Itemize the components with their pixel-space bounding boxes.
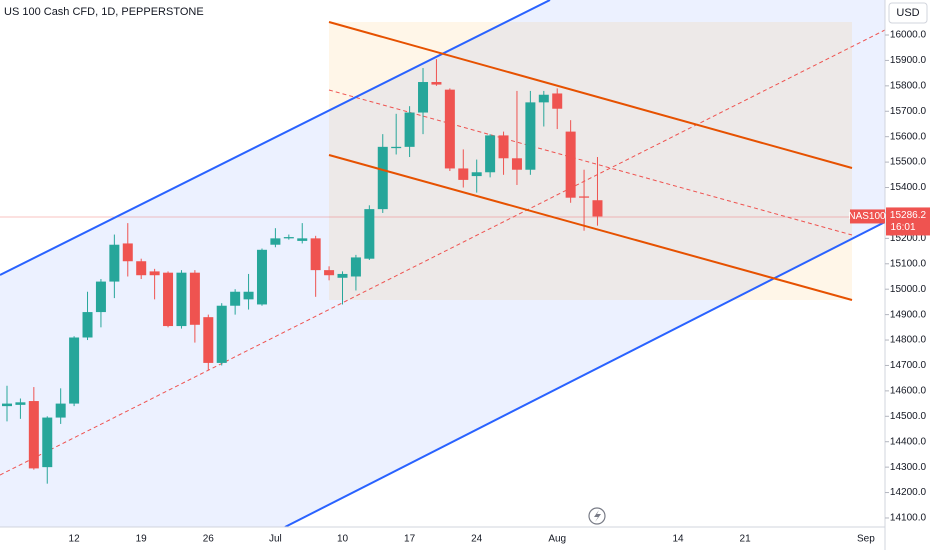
y-tick-label: 15200.0 xyxy=(890,233,927,244)
blue-channel-bottom xyxy=(284,221,886,528)
price-axis-bg xyxy=(885,0,932,550)
x-tick-label: 24 xyxy=(471,534,483,545)
candle-body xyxy=(310,238,321,271)
candle-body xyxy=(377,146,388,210)
candles xyxy=(2,59,603,484)
x-tick-label: Jul xyxy=(269,534,282,545)
candle-body xyxy=(256,249,267,305)
y-tick-label: 14400.0 xyxy=(890,436,927,447)
candle-body xyxy=(28,401,39,469)
candle-body xyxy=(511,158,522,170)
candle-body xyxy=(579,196,590,198)
candle-body xyxy=(485,135,496,173)
candle-body xyxy=(189,272,200,325)
orange-box-fill xyxy=(329,22,852,300)
symbol-label: NAS100 xyxy=(848,211,886,222)
orange-channel-top xyxy=(328,21,853,169)
candle-body xyxy=(230,291,241,306)
x-tick-label: 14 xyxy=(672,534,684,545)
time-axis-bg xyxy=(0,527,885,550)
candle-body xyxy=(337,273,348,278)
candle-body xyxy=(69,337,80,404)
x-tick-label: Sep xyxy=(857,534,875,545)
candle-body xyxy=(109,244,120,282)
candle-body xyxy=(203,317,214,363)
x-tick-label: 19 xyxy=(136,534,148,545)
candle-body xyxy=(391,146,402,149)
candle-body xyxy=(15,402,26,405)
y-tick-label: 15700.0 xyxy=(890,106,927,117)
last-price-label: 15286.2 xyxy=(890,210,927,221)
lightning-icon[interactable] xyxy=(588,507,606,525)
candle-body xyxy=(42,417,53,468)
candle-body xyxy=(404,112,415,147)
candle-body xyxy=(122,243,133,262)
y-tick-label: 15400.0 xyxy=(890,182,927,193)
candle-body xyxy=(471,172,482,177)
x-tick-label: 17 xyxy=(404,534,416,545)
candle-body xyxy=(297,238,308,241)
chart-title: US 100 Cash CFD, 1D, PEPPERSTONE xyxy=(4,6,204,18)
candle-body xyxy=(243,291,254,300)
candle-body xyxy=(55,403,66,418)
candle-body xyxy=(525,102,536,170)
countdown-label: 16:01 xyxy=(890,222,915,233)
candle-body xyxy=(350,257,361,277)
candle-body xyxy=(283,237,294,239)
x-tick-label: 12 xyxy=(69,534,81,545)
y-tick-label: 14100.0 xyxy=(890,513,927,524)
candle-body xyxy=(444,89,455,169)
y-tick-label: 14300.0 xyxy=(890,462,927,473)
candle-body xyxy=(592,200,603,217)
axis: 14100.0 14200.0 14300.0 14400.0 14500.0 14600… xyxy=(69,30,930,545)
candle-body xyxy=(431,82,442,85)
last-price-box xyxy=(886,207,930,236)
candle-body xyxy=(565,131,576,198)
lightning-bolt xyxy=(594,510,601,522)
blue-channel-fill xyxy=(0,0,885,527)
x-tick-label: 21 xyxy=(740,534,752,545)
candle-body xyxy=(136,261,147,276)
y-tick-label: 16000.0 xyxy=(890,30,927,41)
y-tick-label: 15900.0 xyxy=(890,55,927,66)
candle-body xyxy=(270,238,281,245)
candle-body xyxy=(552,93,563,109)
candle-body xyxy=(458,168,469,180)
y-tick-label: 15800.0 xyxy=(890,80,927,91)
candle-body xyxy=(364,209,375,259)
candle-body xyxy=(163,272,174,327)
candle-body xyxy=(82,312,93,338)
candle-body xyxy=(538,94,549,103)
candle-body xyxy=(149,271,160,276)
candle-body xyxy=(2,403,12,407)
y-tick-label: 14500.0 xyxy=(890,411,927,422)
candle-body xyxy=(498,135,509,159)
candle-body xyxy=(95,281,106,313)
y-tick-label: 15100.0 xyxy=(890,258,927,269)
y-tick-label: 15000.0 xyxy=(890,284,927,295)
candle-body xyxy=(418,82,429,113)
currency-box[interactable] xyxy=(888,2,928,24)
y-tick-label: 14700.0 xyxy=(890,360,927,371)
y-tick-label: 15500.0 xyxy=(890,157,927,168)
y-tick-label: 14800.0 xyxy=(890,335,927,346)
currency: USD xyxy=(896,7,919,19)
y-tick-label: 14600.0 xyxy=(890,386,927,397)
candle-body xyxy=(324,270,335,276)
x-tick-label: 10 xyxy=(337,534,349,545)
orange-channel-bottom xyxy=(328,154,853,301)
x-tick-label: Aug xyxy=(548,534,566,545)
y-tick-label: 14900.0 xyxy=(890,309,927,320)
symbol-box xyxy=(850,209,885,224)
candle-body xyxy=(176,272,187,327)
candle-body xyxy=(216,305,227,363)
y-tick-label: 14200.0 xyxy=(890,487,927,498)
x-tick-label: 26 xyxy=(203,534,215,545)
blue-channel-top xyxy=(0,0,551,276)
y-tick-label: 15600.0 xyxy=(890,131,927,142)
